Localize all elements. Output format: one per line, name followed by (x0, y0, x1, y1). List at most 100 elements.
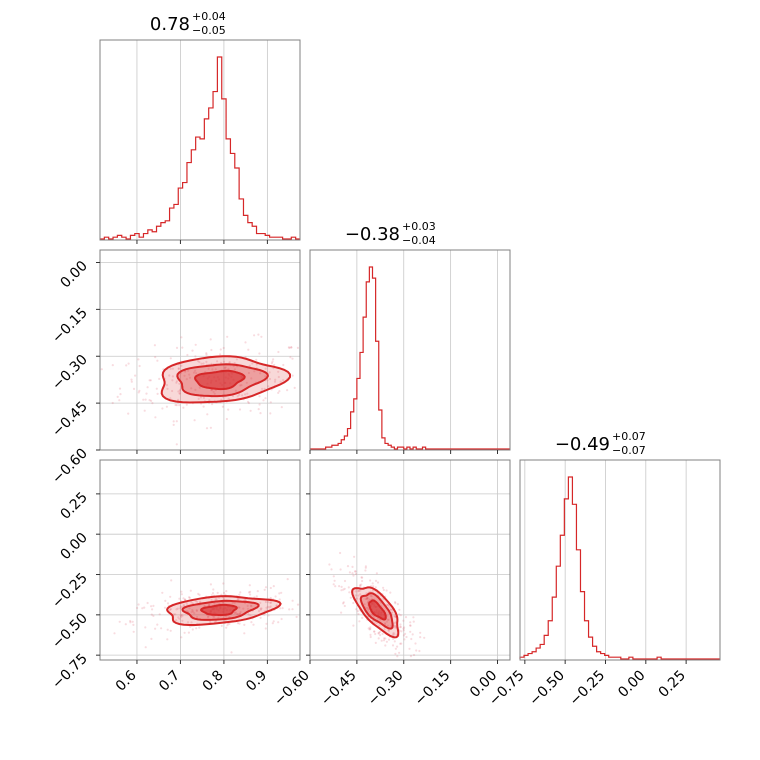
histogram-step-line (310, 266, 510, 450)
scatter-point (143, 606, 146, 609)
scatter-point (137, 358, 140, 361)
scatter-point (164, 599, 167, 603)
contour-fill-level (369, 600, 386, 620)
scatter-point (183, 631, 186, 634)
scatter-point (134, 374, 137, 377)
x-tick-label: 0.00 (615, 668, 648, 701)
scatter-point (119, 393, 122, 396)
scatter-point (197, 592, 200, 596)
scatter-point (368, 628, 371, 631)
scatter-point (178, 617, 181, 620)
scatter-point (143, 409, 146, 412)
scatter-point (208, 603, 211, 607)
scatter-point (198, 386, 201, 389)
scatter-point (222, 346, 225, 350)
scatter-point (369, 627, 372, 631)
scatter-point (372, 615, 375, 618)
scatter-point (177, 398, 180, 401)
scatter-point (219, 353, 222, 356)
scatter-point (172, 423, 175, 426)
scatter-point (338, 585, 341, 588)
scatter-point (269, 597, 273, 600)
scatter-point (267, 385, 270, 388)
scatter-point (369, 594, 372, 597)
scatter-point (252, 623, 255, 626)
scatter-point (334, 585, 337, 588)
scatter-point (361, 576, 364, 579)
scatter-point (250, 605, 253, 608)
scatter-point (158, 613, 161, 616)
scatter-point (268, 606, 271, 609)
scatter-point (100, 368, 103, 371)
scatter-point (373, 621, 376, 624)
scatter-point (385, 620, 388, 623)
scatter-point (238, 408, 242, 411)
scatter-point (111, 364, 114, 367)
scatter-point (410, 637, 413, 641)
scatter-point (378, 630, 381, 634)
x-tick-label: −0.30 (365, 668, 407, 710)
scatter-point (385, 640, 388, 643)
scatter-point (348, 591, 351, 594)
scatter-point (274, 595, 277, 598)
scatter-point (288, 608, 291, 611)
scatter-point (366, 608, 370, 611)
scatter-point (227, 408, 230, 411)
scatter-point (354, 570, 357, 573)
scatter-point (175, 443, 178, 446)
scatter-point (174, 403, 177, 407)
scatter-point (400, 642, 403, 645)
scatter-point (194, 369, 197, 372)
scatter-point (177, 367, 180, 370)
scatter-point (165, 384, 169, 387)
scatter-point (393, 622, 396, 625)
scatter-point (249, 614, 252, 617)
scatter-point (184, 370, 187, 373)
scatter-point (259, 607, 262, 610)
scatter-point (206, 413, 209, 416)
scatter-point (381, 632, 384, 636)
panel-frame (309, 459, 511, 661)
scatter-point (253, 370, 256, 373)
scatter-point (161, 591, 164, 594)
scatter-point (205, 352, 208, 355)
scatter-point (282, 363, 285, 367)
scatter-point (399, 625, 402, 628)
scatter-point (137, 603, 140, 606)
scatter-point (402, 634, 405, 637)
scatter-point (376, 581, 380, 584)
scatter-point (185, 602, 188, 605)
scatter-point (176, 607, 179, 610)
scatter-point (277, 350, 280, 354)
scatter-point (286, 578, 289, 581)
scatter-point (259, 601, 262, 605)
scatter-point (210, 348, 213, 352)
scatter-point (236, 395, 239, 398)
scatter-point (270, 362, 273, 365)
scatter-point (359, 585, 362, 588)
scatter-point (188, 596, 191, 599)
scatter-point (291, 608, 294, 611)
scatter-point (257, 609, 261, 613)
scatter-point (208, 399, 211, 402)
scatter-point (226, 335, 229, 338)
scatter-point (222, 360, 226, 363)
scatter-point (136, 606, 139, 610)
scatter-point (234, 389, 237, 392)
scatter-point (178, 404, 181, 407)
scatter-point (295, 615, 298, 619)
scatter-point (359, 593, 362, 596)
scatter-point (374, 586, 377, 589)
scatter-point (351, 565, 354, 569)
scatter-point (279, 380, 282, 383)
scatter-point (333, 579, 336, 582)
scatter-point (238, 593, 241, 596)
contour-line-level (194, 369, 246, 391)
scatter-point (186, 353, 189, 357)
title-value: −0.38 (345, 224, 400, 245)
scatter-point (253, 334, 256, 337)
scatter-point (165, 405, 168, 408)
scatter-point (185, 378, 188, 381)
title-value: 0.78 (150, 14, 190, 35)
scatter-point (210, 362, 213, 365)
